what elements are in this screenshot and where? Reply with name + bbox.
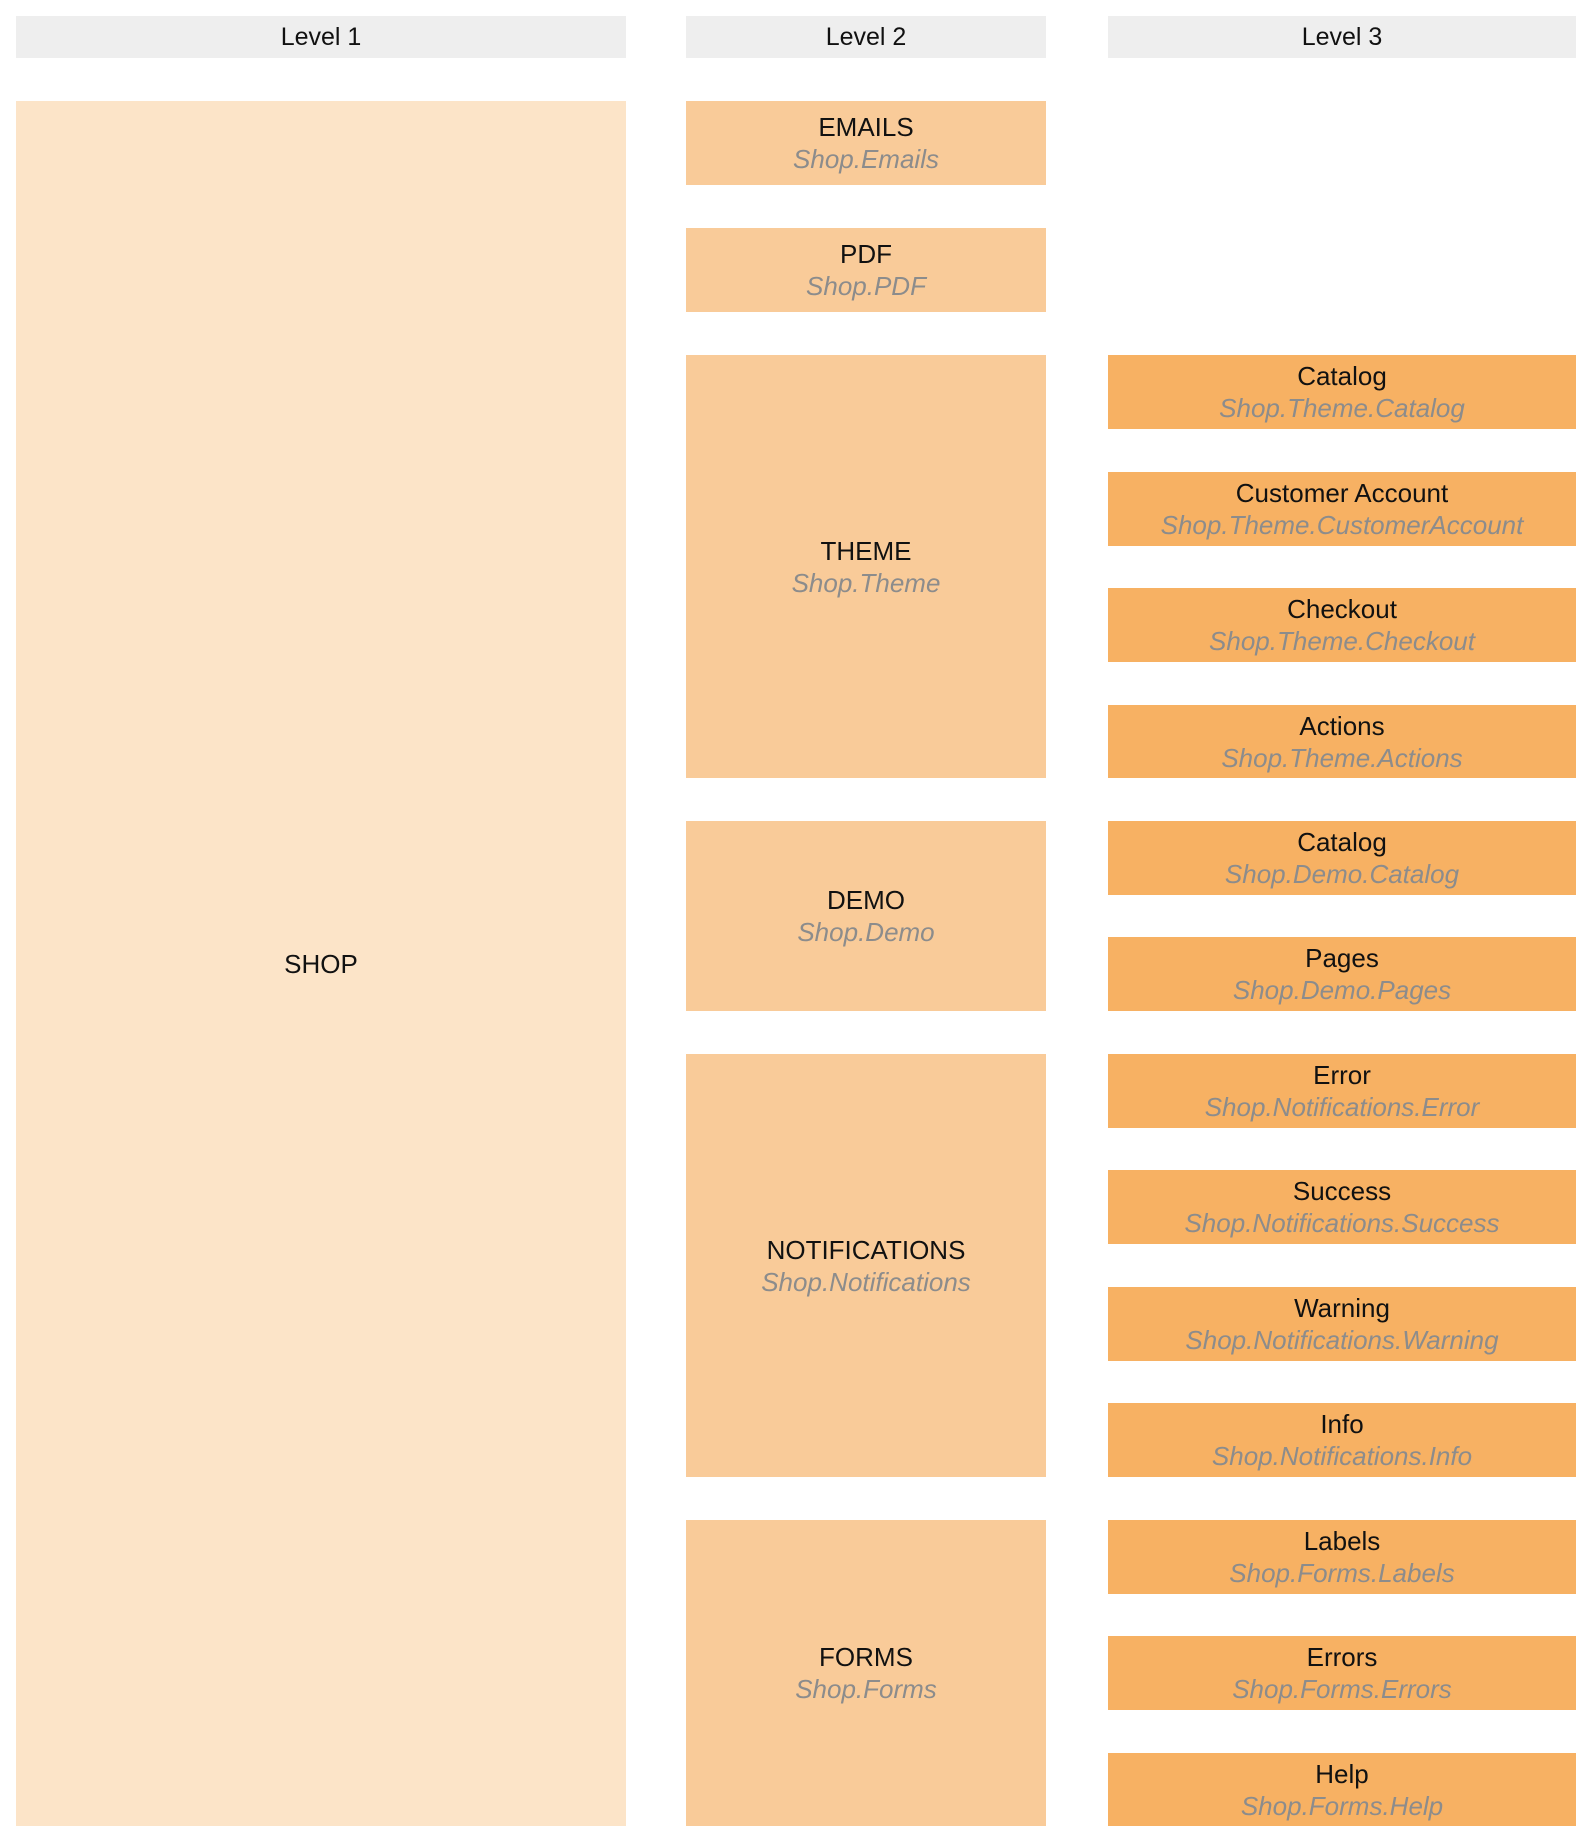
box-name: THEME	[820, 535, 912, 566]
box-path: Shop.Theme.Catalog	[1219, 393, 1465, 423]
box-path: Shop.Forms.Errors	[1232, 1674, 1452, 1704]
box-path: Shop.Theme.Checkout	[1209, 626, 1475, 656]
level3-box-theme-actions: Actions Shop.Theme.Actions	[1108, 705, 1576, 778]
box-name: Errors	[1306, 1642, 1378, 1672]
level3-box-theme-catalog: Catalog Shop.Theme.Catalog	[1108, 355, 1576, 429]
level3-box-forms-help: Help Shop.Forms.Help	[1108, 1753, 1576, 1826]
box-name: Customer Account	[1235, 478, 1449, 508]
header-level-1: Level 1	[16, 16, 626, 58]
box-name: Labels	[1303, 1526, 1381, 1556]
box-name: NOTIFICATIONS	[766, 1234, 966, 1265]
level2-box-theme: THEME Shop.Theme	[686, 355, 1046, 778]
level3-box-forms-errors: Errors Shop.Forms.Errors	[1108, 1636, 1576, 1710]
box-path: Shop.Forms.Help	[1240, 1790, 1444, 1821]
box-path: Shop.PDF	[806, 271, 926, 301]
level2-box-pdf: PDF Shop.PDF	[686, 228, 1046, 312]
box-name: Catalog	[1297, 361, 1387, 391]
box-name: DEMO	[827, 885, 905, 915]
box-path: Shop.Notifications.Success	[1184, 1208, 1500, 1238]
box-name: EMAILS	[818, 112, 914, 142]
box-name: FORMS	[819, 1642, 913, 1672]
box-path: Shop.Theme.CustomerAccount	[1160, 510, 1524, 540]
box-path: Shop.Demo.Pages	[1232, 975, 1452, 1005]
box-path: Shop.Notifications.Error	[1204, 1092, 1480, 1122]
box-name: PDF	[840, 239, 892, 269]
level3-box-demo-catalog: Catalog Shop.Demo.Catalog	[1108, 821, 1576, 895]
box-name: Pages	[1305, 943, 1379, 973]
level1-box-shop: SHOP	[16, 101, 626, 1826]
level3-box-notifications-info: Info Shop.Notifications.Info	[1108, 1403, 1576, 1477]
level2-box-notifications: NOTIFICATIONS Shop.Notifications	[686, 1054, 1046, 1477]
box-name: Warning	[1294, 1293, 1390, 1323]
box-name: Catalog	[1297, 827, 1387, 857]
box-path: Shop.Notifications	[761, 1266, 971, 1297]
box-path: Shop.Forms	[795, 1674, 937, 1704]
level3-box-forms-labels: Labels Shop.Forms.Labels	[1108, 1520, 1576, 1594]
header-level-2: Level 2	[686, 16, 1046, 58]
level2-box-demo: DEMO Shop.Demo	[686, 821, 1046, 1011]
level3-box-notifications-error: Error Shop.Notifications.Error	[1108, 1054, 1576, 1128]
box-name: Info	[1320, 1409, 1364, 1439]
level3-box-notifications-warning: Warning Shop.Notifications.Warning	[1108, 1287, 1576, 1361]
box-path: Shop.Emails	[793, 144, 939, 174]
box-path: Shop.Notifications.Info	[1211, 1441, 1473, 1471]
box-path: Shop.Demo	[797, 917, 935, 947]
box-name: Actions	[1299, 710, 1385, 741]
box-path: Shop.Theme	[791, 567, 941, 598]
box-name: Checkout	[1287, 594, 1397, 624]
box-name: SHOP	[284, 948, 358, 979]
level2-box-forms: FORMS Shop.Forms	[686, 1520, 1046, 1826]
box-path: Shop.Notifications.Warning	[1185, 1325, 1499, 1355]
header-level-3: Level 3	[1108, 16, 1576, 58]
box-name: Help	[1315, 1758, 1369, 1789]
box-path: Shop.Theme.Actions	[1221, 742, 1463, 773]
box-path: Shop.Demo.Catalog	[1224, 859, 1460, 889]
box-name: Error	[1313, 1060, 1371, 1090]
level3-box-notifications-success: Success Shop.Notifications.Success	[1108, 1170, 1576, 1244]
level3-box-theme-checkout: Checkout Shop.Theme.Checkout	[1108, 588, 1576, 662]
level3-box-theme-customer-account: Customer Account Shop.Theme.CustomerAcco…	[1108, 472, 1576, 546]
level3-box-demo-pages: Pages Shop.Demo.Pages	[1108, 937, 1576, 1011]
level2-box-emails: EMAILS Shop.Emails	[686, 101, 1046, 185]
box-path: Shop.Forms.Labels	[1229, 1558, 1455, 1588]
box-name: Success	[1292, 1176, 1392, 1206]
